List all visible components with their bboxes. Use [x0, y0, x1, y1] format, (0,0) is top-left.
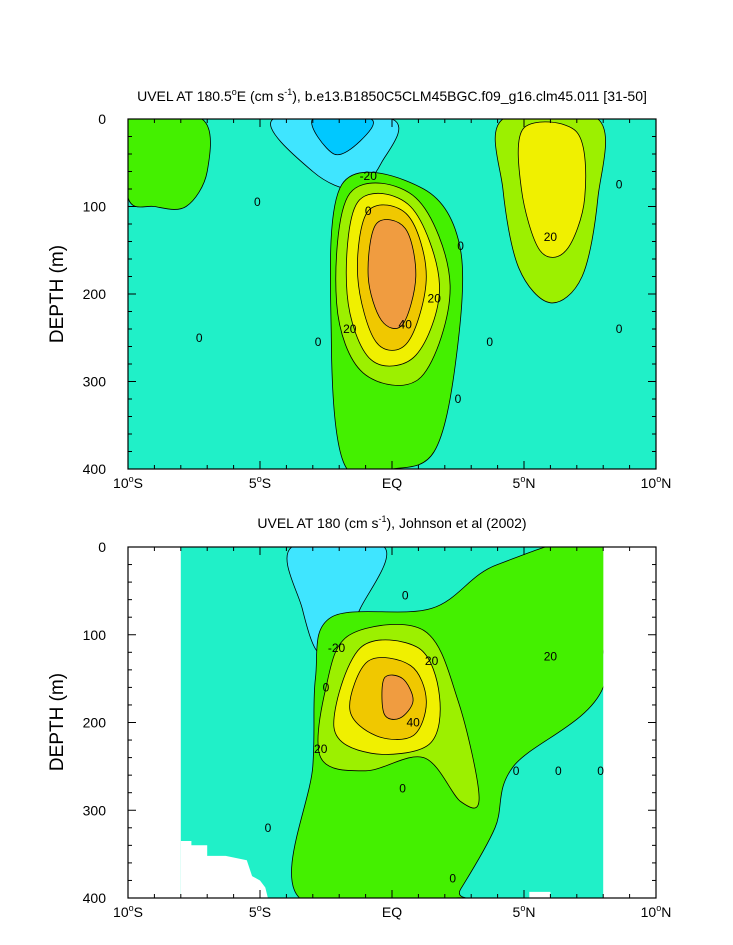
- contour-euc-core: [367, 219, 417, 329]
- x-tick-label: 5oS: [249, 474, 271, 491]
- top-panel-title: UVEL AT 180.5oE (cm s-1), b.e13.B1850C5C…: [137, 87, 647, 104]
- contour-label-zero: 0: [265, 821, 272, 835]
- contour-label-zero: 0: [254, 195, 261, 209]
- x-tick-label: EQ: [382, 904, 402, 920]
- contour-label-zero: 0: [365, 204, 372, 218]
- y-tick-label: 0: [98, 539, 106, 555]
- bottom-panel: UVEL AT 180 (cm s-1), Johnson et al (200…: [47, 514, 671, 920]
- bottom-panel-plot: 40 20 20 20 -20 0 0 0 0 0 0 0 0 10oS 5oS EQ 5oN 10oN 0 100 2…: [83, 539, 672, 920]
- y-tick-label: 200: [83, 286, 107, 302]
- contour-label-zero: 0: [597, 764, 604, 778]
- y-tick-label: 100: [83, 199, 107, 215]
- missing-data-bottom-left: [180, 841, 268, 898]
- x-tick-label: 10oN: [641, 903, 672, 920]
- contour-label: -20: [328, 641, 346, 655]
- x-tick-label: 10oS: [113, 903, 143, 920]
- contour-label-zero: 0: [315, 335, 322, 349]
- y-tick-label: 0: [98, 111, 106, 127]
- contour-label-zero: 0: [449, 872, 456, 886]
- contour-label: 20: [544, 230, 558, 244]
- contour-label: -20: [360, 169, 378, 183]
- contour-label-zero: 0: [455, 392, 462, 406]
- contour-label-zero: 0: [399, 781, 406, 795]
- contour-necc-20: [517, 121, 587, 258]
- x-tick-label: 5oN: [513, 903, 536, 920]
- contour-label-zero: 0: [457, 239, 464, 253]
- x-tick-label: 5oS: [249, 903, 271, 920]
- y-tick-label: 200: [83, 715, 107, 731]
- x-tick-label: 10oS: [113, 474, 143, 491]
- contour-label-zero: 0: [616, 178, 623, 192]
- top-panel-plot: 40 20 20 20 -20 0 0 0 0 0 0 0 0 0 10oS 5oS EQ 5oN 10oN 0 100…: [83, 111, 672, 491]
- contour-secc: [128, 119, 211, 210]
- top-panel: UVEL AT 180.5oE (cm s-1), b.e13.B1850C5C…: [47, 87, 671, 491]
- contour-label: 40: [399, 318, 413, 332]
- x-tick-label: 10oN: [641, 474, 672, 491]
- contour-label: 20: [428, 291, 442, 305]
- y-tick-label: 300: [83, 802, 107, 818]
- y-tick-label: 300: [83, 374, 107, 390]
- contour-label-zero: 0: [196, 331, 203, 345]
- top-panel-y-axis-label: DEPTH (m): [47, 245, 68, 343]
- contour-label: 20: [343, 322, 357, 336]
- y-tick-label: 400: [83, 890, 107, 906]
- contour-label-zero: 0: [616, 322, 623, 336]
- contour-label-zero: 0: [555, 764, 562, 778]
- contour-label: 40: [406, 716, 420, 730]
- contour-label: 20: [314, 742, 328, 756]
- x-tick-label: EQ: [382, 475, 402, 491]
- contour-label-zero: 0: [323, 680, 330, 694]
- contour-label-zero: 0: [513, 764, 520, 778]
- x-tick-label: 5oN: [513, 474, 536, 491]
- contour-label: 20: [425, 654, 439, 668]
- contour-label: 20: [544, 650, 558, 664]
- contour-label-zero: 0: [402, 588, 409, 602]
- contour-euc-core: [381, 674, 414, 720]
- missing-data-bottom-right: [529, 891, 551, 898]
- contour-label-zero: 0: [486, 335, 493, 349]
- bottom-panel-title: UVEL AT 180 (cm s-1), Johnson et al (200…: [257, 514, 526, 531]
- contour-sec-south: [311, 119, 374, 156]
- y-tick-label: 100: [83, 627, 107, 643]
- bottom-panel-y-axis-label: DEPTH (m): [47, 673, 68, 771]
- y-tick-label: 400: [83, 461, 107, 477]
